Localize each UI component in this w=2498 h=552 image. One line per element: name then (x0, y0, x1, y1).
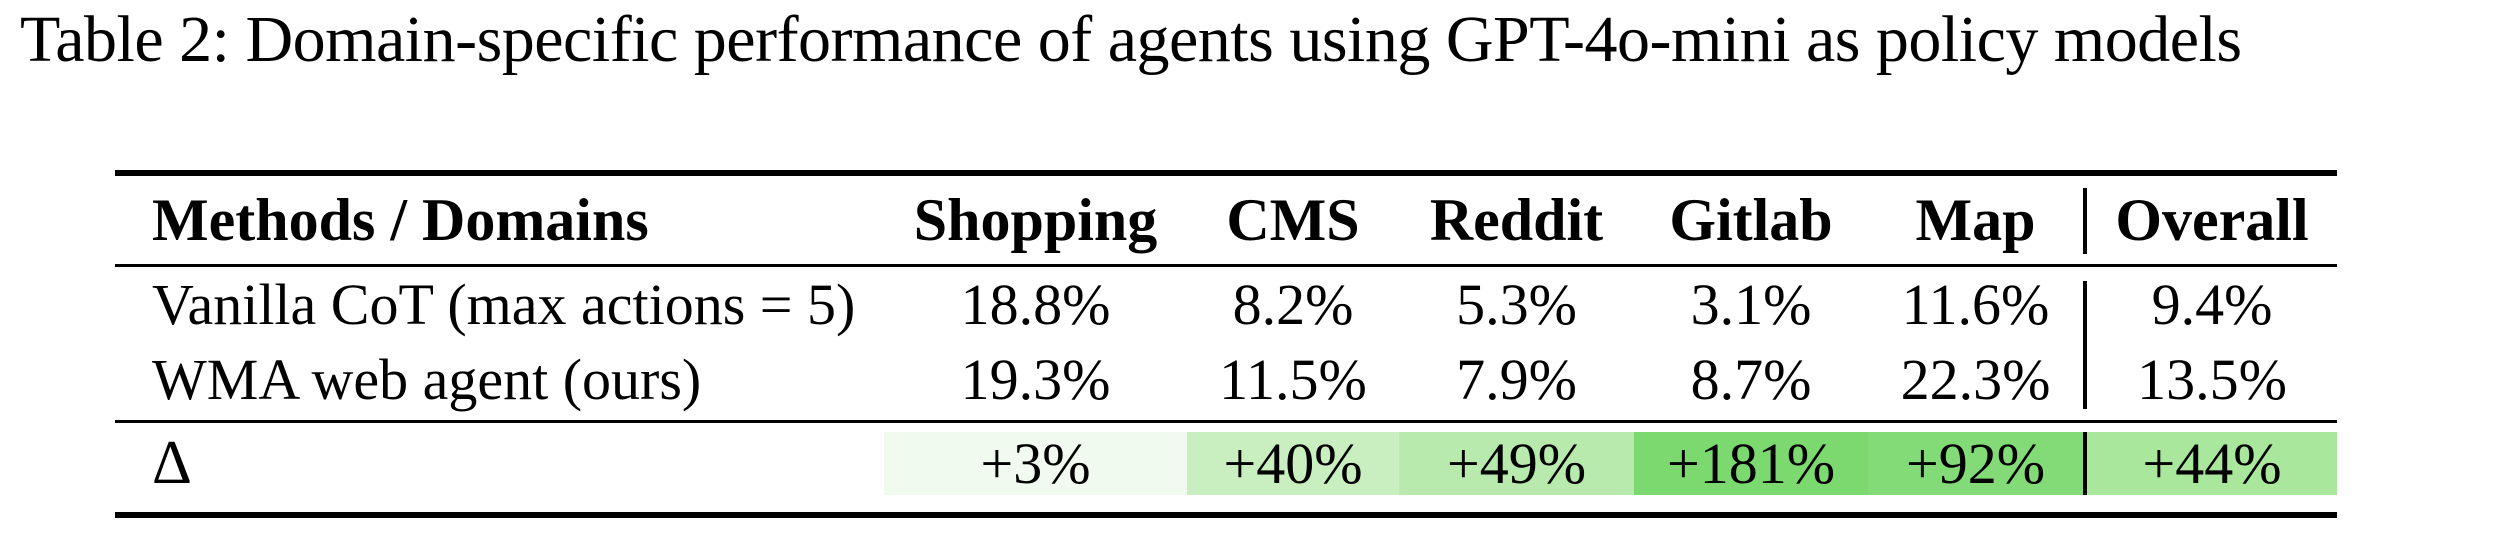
header-shopping: Shopping (913, 186, 1158, 253)
table-row-vanilla-cot: Vanilla CoT (max actions = 5) 18.8% 8.2%… (115, 267, 2337, 342)
value-cms: 8.2% (1232, 272, 1354, 337)
overall-column-divider-body (2083, 281, 2087, 409)
header-overall: Overall (2115, 186, 2309, 253)
table-top-rule (115, 170, 2337, 176)
value-cms: 11.5% (1219, 347, 1367, 412)
method-name: Vanilla CoT (max actions = 5) (152, 272, 856, 337)
value-map: 11.6% (1901, 272, 2050, 337)
delta-gitlab: +181% (1634, 431, 1868, 496)
header-reddit: Reddit (1429, 186, 1604, 253)
table-header-row: Methods / Domains Shopping CMS Reddit Gi… (115, 176, 2337, 264)
method-name: WMA web agent (ours) (152, 347, 702, 412)
table-row-wma-web-agent: WMA web agent (ours) 19.3% 11.5% 7.9% 8.… (115, 342, 2337, 417)
table-caption: Table 2: Domain-specific performance of … (20, 3, 2242, 76)
header-map: Map (1915, 186, 2036, 253)
value-reddit: 7.9% (1456, 347, 1577, 412)
delta-symbol: Δ (152, 429, 192, 497)
overall-column-divider-header (2083, 188, 2087, 254)
table-bottom-rule (115, 512, 2337, 518)
delta-separator-rule (115, 420, 2337, 423)
header-methods-domains: Methods / Domains (152, 186, 649, 253)
value-reddit: 5.3% (1456, 272, 1577, 337)
header-underline-rule (115, 264, 2337, 267)
value-gitlab: 8.7% (1690, 347, 1812, 412)
header-cms: CMS (1226, 186, 1360, 253)
value-shopping: 18.8% (960, 272, 1111, 337)
value-map: 22.3% (1900, 347, 2051, 412)
delta-shopping: +3% (884, 431, 1187, 496)
value-shopping: 19.3% (960, 347, 1111, 412)
delta-cms: +40% (1187, 431, 1399, 496)
delta-divider (2083, 432, 2087, 495)
delta-reddit: +49% (1399, 431, 1634, 496)
value-overall: 13.5% (2137, 347, 2287, 412)
header-gitlab: Gitlab (1669, 186, 1833, 253)
table-row-delta: Δ +3% +40% +49% +181% +92% +44% (115, 429, 2337, 497)
delta-overall: +44% (2087, 431, 2337, 496)
value-overall: 9.4% (2151, 272, 2273, 337)
delta-map: +92% (1868, 431, 2083, 496)
value-gitlab: 3.1% (1690, 272, 1812, 337)
